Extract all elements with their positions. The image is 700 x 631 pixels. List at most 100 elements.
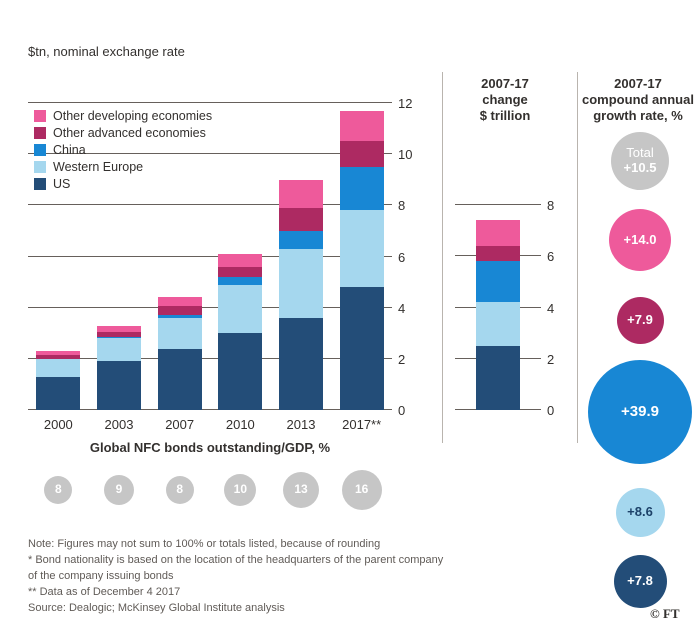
- bar-segment-china: [97, 337, 141, 339]
- x-axis-label: 2013: [286, 417, 316, 432]
- growth-bubble-total: Total +10.5: [611, 132, 669, 190]
- bar-segment-other-developing-economies: [157, 297, 202, 307]
- growth-bubble-us: +7.8: [613, 554, 667, 608]
- gdp-ratio-label: Global NFC bonds outstanding/GDP, %: [89, 440, 331, 455]
- gdp-bubble: 9: [104, 475, 134, 505]
- growth-header-line-1: 2007-17: [614, 76, 662, 91]
- growth-bubble-western-europe: +8.6: [615, 487, 665, 537]
- y-tick-label: 10: [398, 147, 413, 163]
- panel-divider-right: [577, 72, 578, 443]
- legend-swatch-icon: [34, 110, 46, 122]
- bar-segment-other-advanced-economies: [97, 331, 141, 338]
- growth-bubble-china: +39.9: [588, 360, 692, 464]
- legend-label: US: [53, 177, 71, 191]
- bar-segment-western-europe: [339, 210, 384, 288]
- y-tick-label: 4: [547, 300, 555, 316]
- legend-label: China: [53, 143, 86, 157]
- gridline: [28, 306, 392, 308]
- x-axis-label: 2000: [43, 417, 73, 432]
- growth-bubble-other-developing-economies: +14.0: [609, 209, 671, 271]
- x-axis-label: 2010: [225, 417, 255, 432]
- ft-logo: © FT: [650, 606, 680, 621]
- legend: Other developing economies Other advanced…: [34, 109, 212, 194]
- gdp-ratio-bubbles: 8 9 8 10 13 16: [28, 461, 392, 519]
- bar-segment-western-europe: [36, 358, 81, 377]
- y-tick-label: 2: [398, 351, 406, 367]
- bubble-value: +7.8: [627, 572, 653, 588]
- y-tick-label: 12: [398, 96, 413, 111]
- change-bar-chart: [455, 204, 541, 410]
- footnote-line: Note: Figures may not sum to 100% or tot…: [28, 538, 381, 550]
- growth-header-line-3: growth rate, %: [593, 108, 683, 123]
- bar-segment-us: [218, 333, 263, 410]
- bubble-value: 9: [115, 482, 123, 497]
- bubble-value: 13: [294, 482, 308, 497]
- bar-segment-us: [36, 376, 81, 410]
- footnotes: Note: Figures may not sum to 100% or tot…: [28, 536, 548, 616]
- gdp-bubble: 8: [44, 476, 73, 504]
- bubble-value: 8: [54, 482, 62, 497]
- main-y-axis: 0 2 4 6 8 10 12: [398, 96, 428, 418]
- bar-segment-western-europe: [97, 338, 141, 362]
- gridline: [455, 204, 541, 205]
- bar-segment-western-europe: [157, 317, 202, 349]
- legend-label: Western Europe: [53, 160, 144, 174]
- growth-header-line-2: compound annual: [582, 92, 694, 107]
- gdp-bubble: 16: [341, 470, 382, 510]
- bar-segment-other-advanced-economies: [36, 355, 81, 359]
- panel-divider-left: [442, 72, 443, 443]
- footnote-line: of the company issuing bonds: [28, 570, 174, 582]
- y-tick-label: 0: [547, 403, 555, 418]
- bar-segment-other-advanced-economies: [218, 266, 263, 277]
- legend-swatch-icon: [34, 127, 46, 139]
- bar-segment-china: [218, 276, 263, 285]
- main-bar-chart: [28, 102, 392, 410]
- gdp-bubble: 8: [165, 476, 194, 504]
- change-header-line-3: $ trillion: [479, 108, 531, 123]
- legend-item-us: US: [34, 177, 212, 191]
- legend-swatch-icon: [34, 161, 46, 173]
- bar-segment-western-europe: [279, 248, 323, 318]
- bar-segment-us: [157, 348, 202, 410]
- bar-segment-us: [339, 287, 384, 410]
- x-axis-label: 2017**: [342, 417, 382, 432]
- bar-segment-western-europe: [218, 284, 263, 334]
- growth-bubble-other-advanced-economies: +7.9: [616, 296, 664, 344]
- gridline: [28, 357, 392, 359]
- bubble-value: 10: [233, 482, 247, 497]
- legend-label: Other developing economies: [53, 109, 213, 123]
- footnote-line: * Bond nationality is based on the locat…: [28, 554, 444, 566]
- gridline: [28, 409, 392, 410]
- bar-segment-us: [279, 317, 323, 410]
- legend-swatch-icon: [34, 144, 46, 156]
- bar-segment-china: [476, 261, 520, 303]
- legend-label: Other advanced economies: [53, 126, 206, 140]
- bubble-label: Total: [626, 145, 654, 161]
- bar-segment-other-developing-economies: [218, 253, 263, 267]
- bar-segment-western-europe: [476, 302, 520, 346]
- legend-item-western-europe: Western Europe: [34, 160, 212, 174]
- bar-segment-other-developing-economies: [36, 351, 81, 355]
- gridline: [28, 204, 392, 206]
- bubble-value: +7.9: [627, 311, 653, 327]
- gridline: [28, 255, 392, 257]
- y-tick-label: 6: [398, 249, 406, 265]
- y-tick-label: 6: [547, 249, 555, 265]
- change-panel-header: 2007-17 change $ trillion: [449, 76, 561, 124]
- bubble-value: 16: [354, 482, 369, 497]
- bar-segment-other-developing-economies: [279, 179, 323, 208]
- bubble-value: 8: [176, 482, 183, 497]
- y-tick-label: 8: [398, 198, 406, 214]
- legend-item-china: China: [34, 143, 212, 157]
- chart-subtitle: $tn, nominal exchange rate: [28, 44, 185, 59]
- gdp-bubble: 13: [283, 472, 319, 508]
- bar-segment-other-developing-economies: [97, 325, 141, 332]
- bubble-value: +8.6: [627, 503, 653, 519]
- footnote-line: Source: Dealogic; McKinsey Global Instit…: [28, 602, 285, 614]
- bubble-value: +14.0: [623, 231, 657, 247]
- growth-panel-header: 2007-17 compound annual growth rate, %: [580, 76, 696, 124]
- gridline: [28, 153, 392, 155]
- bar-segment-us: [97, 361, 141, 410]
- main-x-axis: 2000 2003 2007 2010 2013 2017**: [28, 417, 392, 435]
